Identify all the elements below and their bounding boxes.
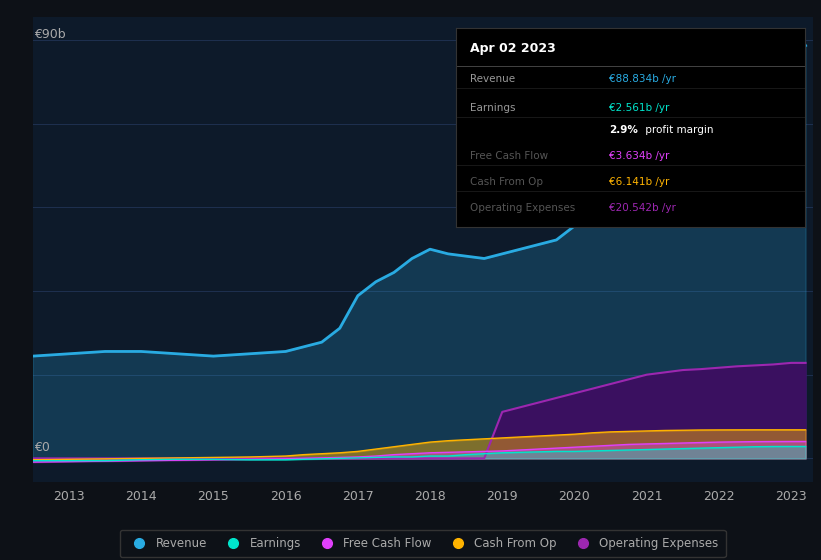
- Text: Cash From Op: Cash From Op: [470, 177, 543, 187]
- Text: 2.9%: 2.9%: [609, 125, 638, 136]
- Text: Apr 02 2023: Apr 02 2023: [470, 42, 555, 55]
- Text: profit margin: profit margin: [642, 125, 713, 136]
- Legend: Revenue, Earnings, Free Cash Flow, Cash From Op, Operating Expenses: Revenue, Earnings, Free Cash Flow, Cash …: [120, 530, 726, 557]
- Text: €88.834b /yr: €88.834b /yr: [609, 74, 677, 83]
- Text: Free Cash Flow: Free Cash Flow: [470, 151, 548, 161]
- Text: €6.141b /yr: €6.141b /yr: [609, 177, 670, 187]
- Text: €3.634b /yr: €3.634b /yr: [609, 151, 670, 161]
- Text: €90b: €90b: [34, 29, 65, 41]
- Text: €20.542b /yr: €20.542b /yr: [609, 203, 676, 213]
- Text: €2.561b /yr: €2.561b /yr: [609, 104, 670, 114]
- Text: Operating Expenses: Operating Expenses: [470, 203, 575, 213]
- Text: €0: €0: [34, 441, 49, 454]
- Text: Earnings: Earnings: [470, 104, 515, 114]
- Text: Revenue: Revenue: [470, 74, 515, 83]
